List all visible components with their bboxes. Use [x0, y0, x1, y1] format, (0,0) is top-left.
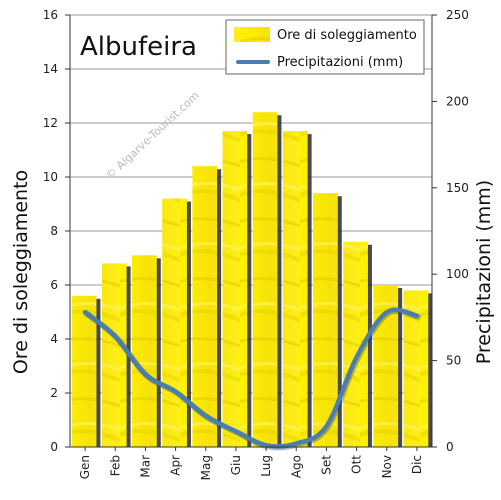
sunshine-bar: [252, 112, 278, 447]
y-axis-left-label: Ore di soleggiamento: [10, 170, 32, 374]
y-right-tick-label: 50: [446, 354, 461, 368]
sunshine-bar: [282, 131, 308, 447]
legend-sunshine-label: Ore di soleggiamento: [277, 28, 417, 43]
sunshine-bar: [132, 255, 157, 447]
x-tick-label: Lug: [259, 455, 273, 477]
x-tick-label: Mag: [199, 455, 213, 480]
precipitation-line: [82, 307, 420, 449]
sunshine-bar: [222, 131, 248, 447]
precipitation-line-group: [82, 307, 421, 451]
sunshine-bar: [313, 193, 338, 447]
x-tick-label: Mar: [138, 455, 152, 478]
sunshine-bar: [71, 295, 97, 447]
legend: Ore di soleggiamento Precipitazioni (mm): [225, 19, 425, 75]
y-left-tick-label: 14: [43, 62, 58, 76]
x-tick-label: Ago: [289, 455, 303, 478]
y-left-tick-label: 4: [50, 332, 58, 346]
y-left-tick-label: 0: [50, 440, 58, 454]
y-left-tick-label: 2: [50, 386, 58, 400]
legend-precip-label: Precipitazioni (mm): [277, 55, 403, 70]
x-tick-label: Ott: [350, 455, 364, 474]
x-tick-label: Nov: [380, 455, 394, 478]
sunshine-bar: [162, 198, 187, 447]
y-left-tick-label: 8: [50, 224, 58, 238]
y-right-tick-label: 100: [446, 267, 469, 281]
x-tick-label: Apr: [169, 455, 183, 476]
x-tick-label: Dic: [410, 455, 424, 474]
y-axis-right-label: Precipitazioni (mm): [473, 180, 495, 364]
sunshine-bars: [71, 112, 433, 447]
y-right-tick-label: 0: [446, 440, 454, 454]
x-tick-label: Gen: [78, 455, 92, 479]
y-right-tick-label: 200: [446, 94, 469, 108]
x-tick-label: Feb: [108, 455, 122, 476]
legend-sunshine-swatch: [234, 27, 270, 42]
y-left-tick-label: 10: [43, 170, 58, 184]
axes: 0 2 4 6 8 10 12 14 16 0 50 100 150 200 250 Gen Feb Mar Apr…: [43, 8, 469, 480]
y-left-tick-label: 12: [43, 116, 58, 130]
sunshine-bar: [101, 263, 127, 447]
y-left-tick-label: 6: [50, 278, 58, 292]
y-right-tick-label: 150: [446, 181, 469, 195]
y-right-tick-label: 250: [446, 8, 469, 22]
x-tick-label: Set: [319, 455, 333, 475]
x-tick-label: Giu: [229, 455, 243, 475]
sunshine-bar: [192, 166, 218, 447]
y-left-tick-label: 16: [43, 8, 58, 22]
chart-title: Albufeira: [80, 32, 197, 62]
